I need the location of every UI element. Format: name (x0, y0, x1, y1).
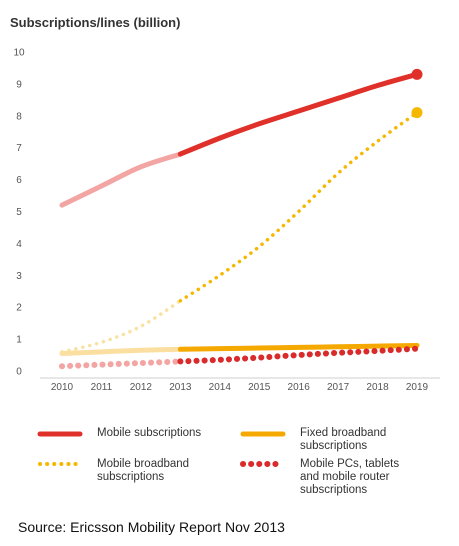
y-tick-label: 4 (16, 239, 22, 250)
y-tick-label: 0 (16, 367, 22, 378)
series-layer (59, 68, 423, 370)
source-note: Source: Ericsson Mobility Report Nov 201… (18, 519, 285, 535)
x-tick-label: 2014 (209, 382, 232, 393)
series-line-historical (59, 346, 183, 356)
series-line-forecast (177, 342, 420, 352)
y-tick-label: 8 (16, 111, 22, 122)
x-tick-label: 2012 (130, 382, 153, 393)
legend-label-line: subscriptions (300, 440, 368, 452)
series-line-historical (60, 299, 183, 354)
x-tick-label: 2015 (248, 382, 271, 393)
y-tick-label: 9 (16, 79, 22, 90)
x-tick-label: 2011 (91, 382, 113, 393)
legend-item-mobile-subscriptions: Mobile subscriptions (97, 427, 201, 440)
legend-label-line: and mobile router (300, 471, 390, 483)
y-tick-label: 6 (16, 175, 22, 186)
y-tick-label: 2 (16, 303, 22, 314)
y-axis-label: Subscriptions/lines (billion) (10, 15, 180, 30)
legend-item-fixed-broadband: Fixed broadband subscriptions (300, 427, 386, 453)
legend-label-line: Mobile broadband (97, 458, 190, 470)
x-tick-label: 2018 (366, 382, 389, 393)
y-tick-label: 10 (13, 48, 25, 59)
y-tick-label: 5 (16, 207, 22, 218)
x-tick-label: 2017 (327, 382, 350, 393)
series-line-historical (59, 358, 184, 370)
series-line-forecast (177, 71, 420, 157)
legend-item-mobile-broadband: Mobile broadband subscriptions (97, 458, 189, 484)
series-line-historical (59, 151, 183, 208)
y-tick-label: 7 (16, 143, 22, 154)
legend-label-line: Fixed broadband (300, 427, 387, 439)
series-line-forecast (178, 110, 419, 303)
x-tick-label: 2010 (51, 382, 74, 393)
legend-label: Mobile subscriptions (97, 427, 202, 439)
x-tick-label: 2019 (406, 382, 429, 393)
legend-label-line: subscriptions (97, 471, 165, 483)
series-end-marker (411, 68, 423, 80)
y-tick-label: 1 (16, 335, 22, 346)
x-tick-label: 2016 (288, 382, 311, 393)
y-tick-label: 3 (16, 271, 22, 282)
x-tick-label: 2013 (169, 382, 192, 393)
series-line-forecast (177, 345, 420, 365)
legend-label-line: Mobile PCs, tablets (300, 458, 400, 470)
legend-item-mobile-pcs: Mobile PCs, tablets and mobile router su… (300, 458, 399, 497)
series-end-marker (411, 107, 423, 119)
legend-label-line: subscriptions (300, 484, 368, 496)
axis-ticks: 0 1 2 3 4 5 6 7 8 9 10 2010 2011 2012 2013 2014 2015 2016… (13, 48, 440, 393)
